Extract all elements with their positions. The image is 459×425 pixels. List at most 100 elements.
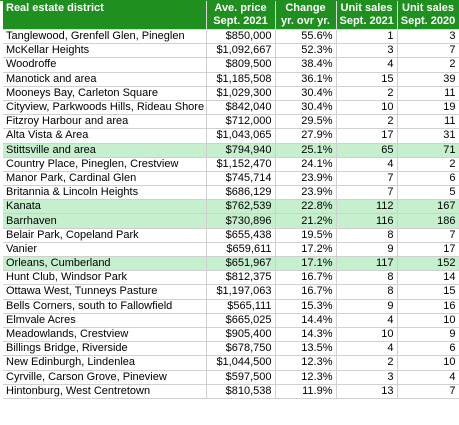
cell-price[interactable]: $762,539 xyxy=(206,199,276,215)
cell-district[interactable]: Stittsville and area xyxy=(3,143,207,158)
cell-district[interactable]: Manotick and area xyxy=(3,72,207,87)
cell-change[interactable]: 55.6% xyxy=(275,29,337,45)
cell-change[interactable]: 23.9% xyxy=(275,171,337,187)
cell-sales-2021[interactable]: 9 xyxy=(336,299,398,314)
cell-district[interactable]: Kanata xyxy=(3,199,207,215)
cell-change[interactable]: 30.4% xyxy=(275,100,337,116)
cell-district[interactable]: Meadowlands, Crestview xyxy=(3,327,207,343)
cell-change[interactable]: 24.1% xyxy=(275,157,337,172)
cell-sales-2020[interactable]: 4 xyxy=(397,370,459,385)
cell-district[interactable]: Tanglewood, Grenfell Glen, Pineglen xyxy=(3,29,207,45)
cell-price[interactable]: $842,040 xyxy=(206,100,276,116)
cell-district[interactable]: Orleans, Cumberland xyxy=(3,256,207,272)
cell-sales-2020[interactable]: 11 xyxy=(397,114,459,130)
cell-price[interactable]: $597,500 xyxy=(206,370,276,385)
cell-sales-2021[interactable]: 8 xyxy=(336,228,398,243)
cell-district[interactable]: Manor Park, Cardinal Glen xyxy=(3,171,207,187)
header-sales-2021[interactable]: Unit sales Sept. 2021 xyxy=(336,1,398,30)
cell-price[interactable]: $1,044,500 xyxy=(206,355,276,371)
cell-price[interactable]: $1,185,508 xyxy=(206,72,276,87)
cell-sales-2020[interactable]: 186 xyxy=(397,213,459,229)
cell-district[interactable]: Billings Bridge, Riverside xyxy=(3,341,207,357)
cell-sales-2021[interactable]: 10 xyxy=(336,327,398,343)
header-change[interactable]: Change yr. ovr yr. xyxy=(275,1,337,30)
cell-district[interactable]: Bells Corners, south to Fallowfield xyxy=(3,299,207,314)
cell-sales-2021[interactable]: 4 xyxy=(336,313,398,328)
cell-sales-2021[interactable]: 15 xyxy=(336,72,398,87)
cell-sales-2021[interactable]: 1 xyxy=(336,29,398,45)
cell-change[interactable]: 30.4% xyxy=(275,86,337,101)
cell-change[interactable]: 22.8% xyxy=(275,199,337,215)
cell-price[interactable]: $686,129 xyxy=(206,185,276,201)
cell-sales-2021[interactable]: 3 xyxy=(336,370,398,385)
cell-district[interactable]: Hintonburg, West Centretown xyxy=(3,384,207,399)
cell-district[interactable]: Woodroffe xyxy=(3,57,207,73)
cell-change[interactable]: 12.3% xyxy=(275,355,337,371)
cell-price[interactable]: $1,152,470 xyxy=(206,157,276,172)
cell-district[interactable]: Britannia & Lincoln Heights xyxy=(3,185,207,201)
cell-price[interactable]: $712,000 xyxy=(206,114,276,130)
cell-sales-2021[interactable]: 117 xyxy=(336,256,398,272)
cell-sales-2020[interactable]: 31 xyxy=(397,128,459,144)
cell-sales-2021[interactable]: 4 xyxy=(336,57,398,73)
cell-change[interactable]: 17.1% xyxy=(275,256,337,272)
cell-price[interactable]: $1,029,300 xyxy=(206,86,276,101)
cell-price[interactable]: $794,940 xyxy=(206,143,276,158)
cell-change[interactable]: 25.1% xyxy=(275,143,337,158)
cell-sales-2020[interactable]: 2 xyxy=(397,57,459,73)
cell-district[interactable]: Country Place, Pineglen, Crestview xyxy=(3,157,207,172)
cell-price[interactable]: $850,000 xyxy=(206,29,276,45)
cell-sales-2021[interactable]: 65 xyxy=(336,143,398,158)
cell-change[interactable]: 17.2% xyxy=(275,242,337,258)
cell-sales-2021[interactable]: 3 xyxy=(336,43,398,59)
cell-change[interactable]: 12.3% xyxy=(275,370,337,385)
cell-sales-2020[interactable]: 7 xyxy=(397,43,459,59)
cell-change[interactable]: 27.9% xyxy=(275,128,337,144)
cell-sales-2020[interactable]: 10 xyxy=(397,355,459,371)
cell-change[interactable]: 23.9% xyxy=(275,185,337,201)
cell-district[interactable]: Vanier xyxy=(3,242,207,258)
cell-price[interactable]: $812,375 xyxy=(206,270,276,286)
cell-sales-2021[interactable]: 116 xyxy=(336,213,398,229)
cell-district[interactable]: McKellar Heights xyxy=(3,43,207,59)
cell-sales-2021[interactable]: 8 xyxy=(336,270,398,286)
cell-sales-2020[interactable]: 10 xyxy=(397,313,459,328)
cell-price[interactable]: $659,611 xyxy=(206,242,276,258)
cell-change[interactable]: 15.3% xyxy=(275,299,337,314)
cell-sales-2021[interactable]: 13 xyxy=(336,384,398,399)
cell-change[interactable]: 13.5% xyxy=(275,341,337,357)
cell-sales-2020[interactable]: 16 xyxy=(397,299,459,314)
cell-sales-2021[interactable]: 7 xyxy=(336,185,398,201)
cell-change[interactable]: 16.7% xyxy=(275,284,337,300)
cell-sales-2020[interactable]: 15 xyxy=(397,284,459,300)
cell-sales-2020[interactable]: 7 xyxy=(397,384,459,399)
header-district[interactable]: Real estate district xyxy=(3,1,207,30)
cell-sales-2021[interactable]: 10 xyxy=(336,100,398,116)
cell-sales-2020[interactable]: 167 xyxy=(397,199,459,215)
cell-sales-2021[interactable]: 7 xyxy=(336,171,398,187)
cell-sales-2021[interactable]: 2 xyxy=(336,86,398,101)
cell-district[interactable]: Mooneys Bay, Carleton Square xyxy=(3,86,207,101)
cell-district[interactable]: Hunt Club, Windsor Park xyxy=(3,270,207,286)
cell-price[interactable]: $1,043,065 xyxy=(206,128,276,144)
cell-change[interactable]: 14.4% xyxy=(275,313,337,328)
cell-change[interactable]: 52.3% xyxy=(275,43,337,59)
cell-sales-2020[interactable]: 6 xyxy=(397,341,459,357)
cell-price[interactable]: $565,111 xyxy=(206,299,276,314)
cell-change[interactable]: 21.2% xyxy=(275,213,337,229)
cell-sales-2020[interactable]: 5 xyxy=(397,185,459,201)
cell-sales-2020[interactable]: 9 xyxy=(397,327,459,343)
cell-sales-2021[interactable]: 8 xyxy=(336,284,398,300)
cell-change[interactable]: 14.3% xyxy=(275,327,337,343)
cell-sales-2020[interactable]: 39 xyxy=(397,72,459,87)
cell-change[interactable]: 29.5% xyxy=(275,114,337,130)
cell-district[interactable]: Ottawa West, Tunneys Pasture xyxy=(3,284,207,300)
cell-price[interactable]: $1,197,063 xyxy=(206,284,276,300)
cell-sales-2021[interactable]: 2 xyxy=(336,355,398,371)
cell-sales-2020[interactable]: 6 xyxy=(397,171,459,187)
cell-district[interactable]: Alta Vista & Area xyxy=(3,128,207,144)
cell-sales-2021[interactable]: 9 xyxy=(336,242,398,258)
cell-sales-2021[interactable]: 2 xyxy=(336,114,398,130)
cell-price[interactable]: $1,092,667 xyxy=(206,43,276,59)
cell-price[interactable]: $655,438 xyxy=(206,228,276,243)
